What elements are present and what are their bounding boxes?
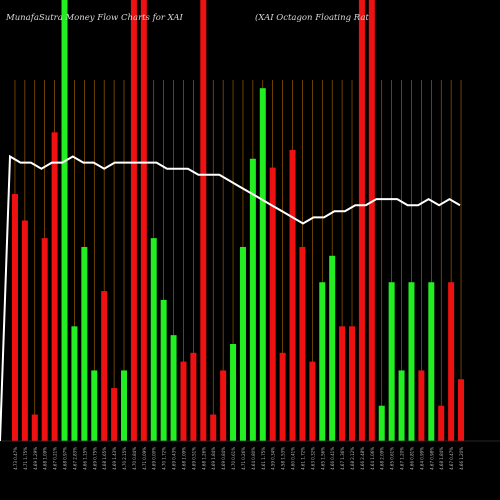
x-tick-label: 4.69 0.00% — [152, 447, 157, 470]
x-tick-label: 4.58 1.53% — [281, 447, 286, 470]
x-tick-label: 4.63 0.32% — [310, 447, 315, 470]
x-tick-label: 4.65 0.61% — [390, 447, 395, 470]
money-flow-bar — [190, 352, 197, 441]
x-tick-label: 4.69 0.43% — [172, 447, 177, 470]
x-tick-label: 4.69 0.51% — [191, 447, 196, 470]
x-tick-label: 4.64 1.06% — [370, 447, 375, 470]
x-tick-label: 4.66 2.48% — [360, 447, 365, 470]
chart-subtitle: (XAI Octagon Floating Rat — [255, 13, 369, 23]
money-flow-bar — [259, 88, 266, 441]
x-tick-label: 4.67 1.36% — [340, 447, 345, 470]
x-tick-label: 4.69 0.75% — [92, 447, 97, 470]
x-tick-label: 4.70 0.61% — [231, 447, 236, 470]
x-tick-label: 4.68 2.12% — [350, 447, 355, 470]
money-flow-bar — [101, 291, 108, 441]
money-flow-bar — [329, 255, 336, 441]
money-flow-bar — [279, 352, 286, 441]
money-flow-bar — [309, 361, 316, 441]
x-tick-label: 4.68 1.09% — [43, 447, 48, 470]
money-flow-bar — [160, 299, 167, 441]
money-flow-bar — [200, 0, 207, 441]
x-tick-label: 4.71 0.26% — [241, 447, 246, 470]
x-tick-label: 4.68 1.84% — [439, 447, 444, 470]
money-flow-bars — [11, 0, 465, 442]
money-flow-bar — [289, 149, 296, 441]
money-flow-bar — [91, 370, 98, 441]
x-tick-label: 4.67 1.20% — [400, 447, 405, 470]
money-flow-bar — [249, 158, 256, 441]
money-flow-bar — [358, 0, 365, 441]
money-flow-bar — [150, 238, 157, 441]
x-tick-label: 4.68 0.97% — [63, 447, 68, 470]
money-flow-bar — [428, 282, 435, 441]
x-tick-label: 4.67 0.47% — [449, 447, 454, 470]
money-flow-bar — [418, 370, 425, 441]
x-tick-label: 4.61 1.72% — [300, 447, 305, 470]
money-flow-bar — [121, 370, 127, 441]
money-flow-bar — [81, 246, 88, 441]
money-flow-bar — [31, 414, 38, 441]
x-tick-label: 4.64 0.99% — [419, 447, 424, 470]
money-flow-bar — [180, 361, 187, 441]
money-flow-bar — [170, 335, 177, 441]
price-line — [0, 154, 461, 442]
money-flow-bar — [299, 246, 306, 441]
x-tick-label: 4.64 0.80% — [251, 447, 256, 470]
x-tick-label: 4.66 1.15% — [82, 447, 87, 470]
money-flow-bar — [220, 370, 227, 441]
money-flow-bar — [111, 388, 118, 441]
money-flow-bar — [51, 132, 58, 442]
x-tick-label: 4.70 2.15% — [122, 447, 127, 470]
x-tick-label: 4.67 0.21% — [53, 447, 58, 470]
money-flow-bar — [339, 326, 346, 441]
x-tick-label: 4.69 1.84% — [211, 447, 216, 470]
x-tick-label: 4.68 1.09% — [181, 447, 186, 470]
x-tick-label: 4.70 0.84% — [132, 447, 137, 470]
money-flow-bar — [140, 0, 147, 441]
money-flow-bar — [438, 405, 445, 441]
x-tick-label: 4.65 1.56% — [320, 447, 325, 470]
money-flow-bar — [388, 282, 395, 441]
money-flow-bar — [11, 194, 18, 441]
x-tick-labels: 4.73 0.47% 4.71 1.75% 4.69 1.29% 4.68 1.09%… — [13, 447, 464, 470]
money-flow-bar — [349, 326, 355, 441]
x-tick-label: 4.67 2.83% — [72, 447, 77, 470]
x-tick-label: 4.59 0.34% — [271, 447, 276, 470]
money-flow-bar — [210, 414, 217, 441]
money-flow-bar — [239, 246, 246, 441]
x-tick-label: 4.66 0.81% — [409, 447, 414, 470]
x-tick-label: 4.66 0.41% — [330, 447, 335, 470]
money-flow-bar — [230, 343, 237, 441]
x-tick-label: 4.60 0.41% — [291, 447, 296, 470]
money-flow-bar — [130, 0, 137, 441]
x-tick-label: 4.70 1.72% — [162, 447, 167, 470]
chart-title: MunafaSutra Money Flow Charts for XAI — [6, 13, 183, 23]
money-flow-bar — [378, 405, 385, 441]
money-flow-bar — [269, 167, 276, 441]
x-tick-label: 4.68 1.26% — [201, 447, 206, 470]
money-flow-bar — [21, 220, 28, 441]
money-flow-bar — [41, 238, 48, 441]
x-tick-label: 4.69 0.84% — [221, 447, 226, 470]
x-tick-label: 4.61 1.75% — [261, 447, 266, 470]
money-flow-bar — [61, 0, 68, 441]
x-tick-label: 4.69 1.29% — [33, 447, 38, 470]
money-flow-bar — [408, 282, 415, 441]
x-tick-label: 4.67 0.98% — [429, 447, 434, 470]
x-tick-label: 4.71 0.09% — [142, 447, 147, 470]
money-flow-bar — [71, 326, 78, 441]
money-flow-bar — [458, 379, 465, 441]
money-flow-bar — [368, 0, 375, 441]
x-tick-label: 4.68 2.09% — [380, 447, 385, 470]
x-tick-label: 4.68 1.65% — [102, 447, 107, 470]
money-flow-bar — [448, 282, 455, 441]
x-tick-label: 4.69 1.43% — [112, 447, 117, 470]
x-tick-label: 4.73 0.47% — [13, 447, 18, 470]
x-tick-label: 4.66 1.20% — [459, 447, 464, 470]
x-tick-label: 4.71 1.75% — [23, 447, 28, 470]
money-flow-bar — [319, 282, 326, 441]
money-flow-bar — [398, 370, 405, 441]
